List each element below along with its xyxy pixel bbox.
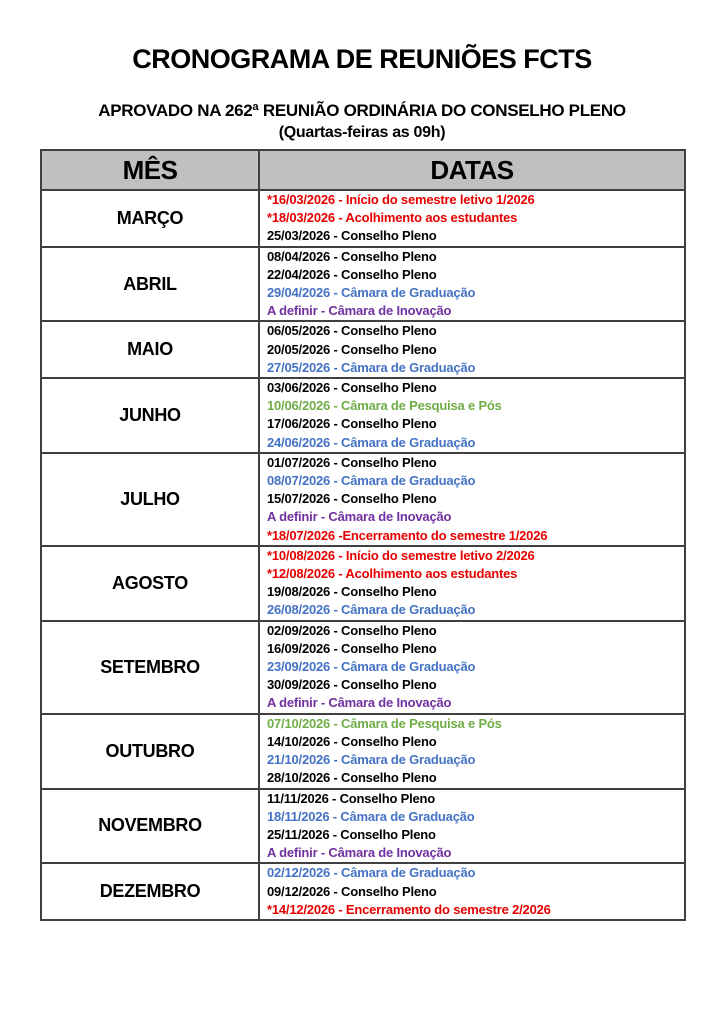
event-line: 23/09/2026 - Câmara de Graduação [267,659,476,675]
table-row: MAIO 06/05/2026 - Conselho Pleno 20/05/202… [40,320,686,380]
event-line: *12/08/2026 - Acolhimento aos estudantes [267,566,518,582]
dates-cell: 01/07/2026 - Conselho Pleno 08/07/2026 - … [258,451,686,547]
event-line: 15/07/2026 - Conselho Pleno [267,491,437,507]
table-row: SETEMBRO 02/09/2026 - Conselho Pleno 16/09… [40,619,686,715]
event-line: 29/04/2026 - Câmara de Graduação [267,285,476,301]
event-line: *16/03/2026 - Início do semestre letivo … [267,192,535,207]
event-line: 17/06/2026 - Conselho Pleno [267,416,437,432]
event-line: 07/10/2026 - Câmara de Pesquisa e Pós [267,715,502,731]
event-line: 28/10/2026 - Conselho Pleno [267,770,437,786]
event-line: 25/03/2026 - Conselho Pleno [267,228,437,244]
dates-cell: 08/04/2026 - Conselho Pleno 22/04/2026 - … [258,245,686,323]
month-cell: MARÇO [40,189,260,248]
event-line: 09/12/2026 - Conselho Pleno [267,883,437,899]
month-cell: ABRIL [40,245,260,323]
table-row: ABRIL 08/04/2026 - Conselho Pleno 22/04/20… [40,245,686,323]
event-line: 21/10/2026 - Câmara de Graduação [267,752,476,768]
table-row: NOVEMBRO 11/11/2026 - Conselho Pleno 18/11… [40,787,686,865]
header-row: MÊS DATAS [40,149,686,191]
event-line: 24/06/2026 - Câmara de Graduação [267,434,476,450]
schedule-body: MARÇO *16/03/2026 - Início do semestre le… [40,189,686,921]
month-cell: DEZEMBRO [40,862,260,921]
event-line: 10/06/2026 - Câmara de Pesquisa e Pós [267,398,502,414]
event-line: 01/07/2026 - Conselho Pleno [267,454,437,470]
event-line: 06/05/2026 - Conselho Pleno [267,323,437,339]
event-line: A definir - Câmara de Inovação [267,509,452,525]
event-line: *14/12/2026 - Encerramento do semestre 2… [267,901,551,917]
event-line: 27/05/2026 - Câmara de Graduação [267,359,476,375]
event-line: 08/04/2026 - Conselho Pleno [267,248,437,264]
table-row: OUTUBRO 07/10/2026 - Câmara de Pesquisa e… [40,712,686,790]
dates-cell: 02/09/2026 - Conselho Pleno 16/09/2026 - … [258,619,686,715]
dates-cell: 06/05/2026 - Conselho Pleno 20/05/2026 - … [258,320,686,380]
month-cell: SETEMBRO [40,619,260,715]
schedule-table: MÊS DATAS MARÇO *16/03/2026 - Início do s… [40,149,686,921]
dates-cell: *16/03/2026 - Início do semestre letivo … [258,189,686,248]
event-line: *18/03/2026 - Acolhimento aos estudantes [267,210,518,226]
event-line: 30/09/2026 - Conselho Pleno [267,677,437,693]
table-row: DEZEMBRO 02/12/2026 - Câmara de Graduação… [40,862,686,921]
document-page: CRONOGRAMA DE REUNIÕES FCTS APROVADO NA … [40,44,686,921]
dates-cell: *10/08/2026 - Início do semestre letivo … [258,544,686,622]
table-row: JULHO 01/07/2026 - Conselho Pleno 08/07/20… [40,451,686,547]
event-line: *10/08/2026 - Início do semestre letivo … [267,547,535,563]
event-line: 11/11/2026 - Conselho Pleno [267,790,436,806]
month-cell: AGOSTO [40,544,260,622]
event-line: 26/08/2026 - Câmara de Graduação [267,602,476,618]
month-cell: JUNHO [40,377,260,454]
dates-cell: 02/12/2026 - Câmara de Graduação 09/12/20… [258,862,686,921]
event-line: 03/06/2026 - Conselho Pleno [267,380,437,396]
dates-cell: 11/11/2026 - Conselho Pleno 18/11/2026 - … [258,787,686,865]
table-row: JUNHO 03/06/2026 - Conselho Pleno 10/06/20… [40,377,686,454]
page-title: CRONOGRAMA DE REUNIÕES FCTS [132,44,592,74]
dates-cell: 03/06/2026 - Conselho Pleno 10/06/2026 - … [258,377,686,454]
event-line: A definir - Câmara de Inovação [267,695,452,711]
dates-cell: 07/10/2026 - Câmara de Pesquisa e Pós 14/… [258,712,686,790]
event-line: 14/10/2026 - Conselho Pleno [267,733,437,749]
month-cell: NOVEMBRO [40,787,260,865]
approval-subtitle: APROVADO NA 262ª REUNIÃO ORDINÁRIA DO CO… [98,101,626,120]
month-column-header: MÊS [40,149,260,191]
event-line: 08/07/2026 - Câmara de Graduação [267,473,476,489]
event-line: 20/05/2026 - Conselho Pleno [267,341,437,357]
event-line: 25/11/2026 - Conselho Pleno [267,826,436,842]
event-line: 02/12/2026 - Câmara de Graduação [267,865,476,881]
event-line: 19/08/2026 - Conselho Pleno [267,584,437,600]
table-row: MARÇO *16/03/2026 - Início do semestre le… [40,189,686,248]
event-line: A definir - Câmara de Inovação [267,845,452,861]
dates-column-header: DATAS [258,149,686,191]
event-line: *18/07/2026 -Encerramento do semestre 1/… [267,527,548,543]
event-line: 02/09/2026 - Conselho Pleno [267,622,437,638]
table-row: AGOSTO *10/08/2026 - Início do semestre l… [40,544,686,622]
table-header: MÊS DATAS [40,149,686,191]
event-line: 16/09/2026 - Conselho Pleno [267,640,437,656]
month-cell: JULHO [40,451,260,547]
event-line: 22/04/2026 - Conselho Pleno [267,266,437,282]
event-line: A definir - Câmara de Inovação [267,303,452,319]
month-cell: OUTUBRO [40,712,260,790]
month-cell: MAIO [40,320,260,380]
event-line: 18/11/2026 - Câmara de Graduação [267,808,475,824]
weekday-time-note: (Quartas-feiras as 09h) [278,124,446,141]
